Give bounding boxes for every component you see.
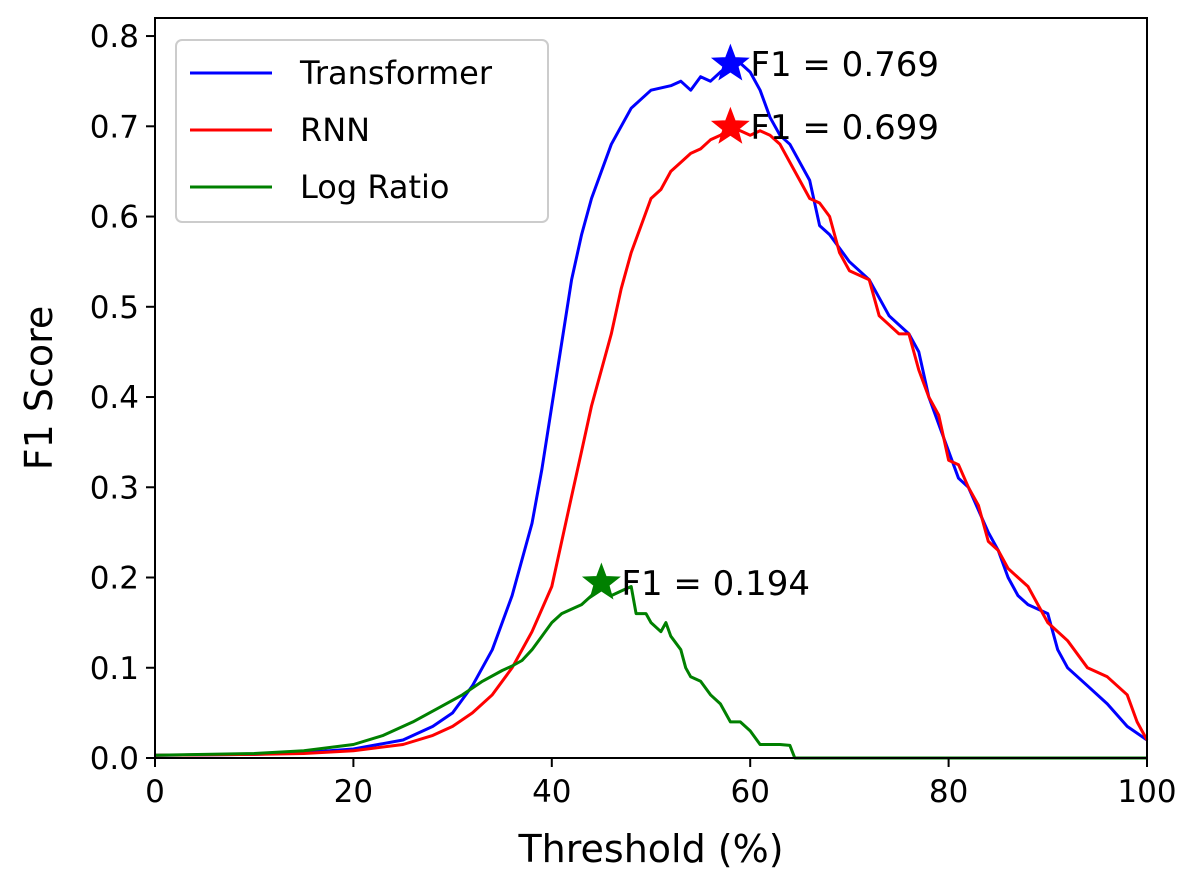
legend-label-rnn: RNN — [300, 111, 370, 149]
series-line-rnn — [154, 125, 1149, 757]
y-tick-label: 0.0 — [90, 741, 139, 777]
axes-frame — [154, 17, 1148, 759]
y-axis-ticks: 0.0 0.1 0.2 0.3 0.4 0.5 0.6 0.7 0.8 — [90, 19, 155, 777]
x-tick-label: 40 — [532, 774, 571, 810]
annotation-label-log-ratio: F1 = 0.194 — [621, 564, 810, 604]
y-axis-label: F1 Score — [17, 306, 61, 471]
x-axis-label: Threshold (%) — [517, 827, 783, 871]
best-point-star-rnn — [710, 106, 750, 144]
y-tick-label: 0.5 — [90, 290, 139, 326]
plot-lines — [154, 61, 1149, 760]
legend-box — [175, 39, 549, 223]
legend-label-log-ratio: Log Ratio — [300, 168, 449, 206]
legend: Transformer RNN Log Ratio — [175, 39, 549, 223]
y-tick-label: 0.2 — [90, 561, 139, 597]
y-tick-label: 0.1 — [90, 651, 139, 687]
annotation-label-rnn: F1 = 0.699 — [750, 108, 939, 148]
x-tick-label: 20 — [334, 774, 373, 810]
y-tick-label: 0.3 — [90, 470, 139, 506]
x-tick-label: 80 — [929, 774, 968, 810]
best-point-star-log-ratio — [581, 562, 621, 600]
x-tick-label: 0 — [145, 774, 165, 810]
y-tick-label: 0.8 — [90, 19, 139, 55]
x-tick-label: 60 — [730, 774, 769, 810]
annotation-label-transformer: F1 = 0.769 — [750, 45, 939, 85]
y-tick-label: 0.7 — [90, 109, 139, 145]
y-tick-label: 0.6 — [90, 200, 139, 236]
best-point-star-transformer — [710, 43, 750, 81]
y-tick-label: 0.4 — [90, 380, 139, 416]
x-tick-label: 100 — [1117, 774, 1176, 810]
plot-annotations: F1 = 0.769 F1 = 0.699 F1 = 0.194 — [581, 43, 939, 604]
x-axis-ticks: 0 20 40 60 80 100 — [145, 758, 1177, 810]
legend-label-transformer: Transformer — [299, 54, 493, 92]
series-line-log-ratio — [154, 581, 1147, 760]
